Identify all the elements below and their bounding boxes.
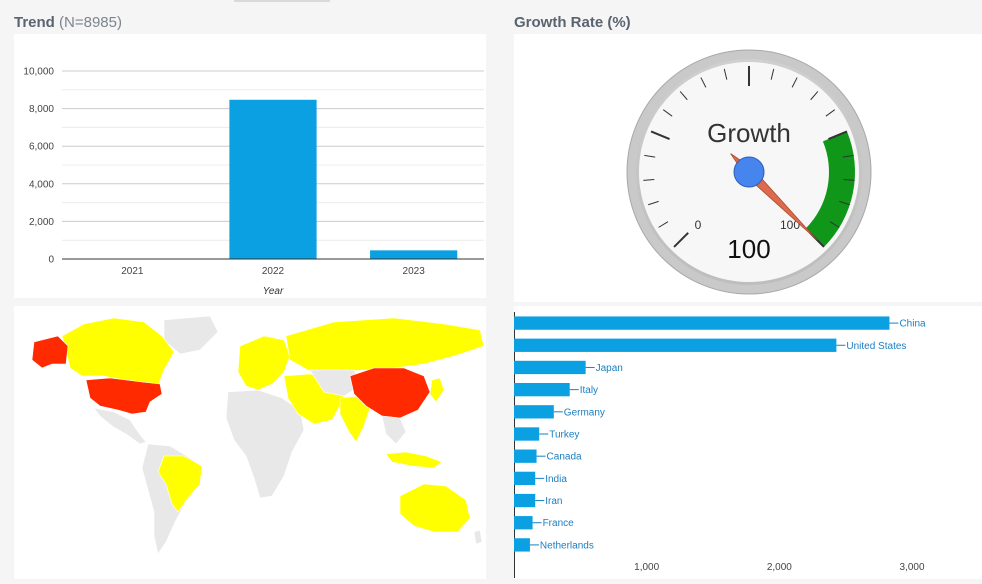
gauge-tick <box>658 221 669 228</box>
map-brazil[interactable] <box>157 455 203 513</box>
gauge-green-zone <box>805 131 855 247</box>
map-china[interactable] <box>349 367 431 419</box>
map-africa[interactable] <box>225 389 305 499</box>
country-bar-label: Japan <box>596 363 623 374</box>
trend-x-tick-label: 2023 <box>403 266 426 277</box>
gauge-tick <box>828 130 848 141</box>
trend-y-tick-label: 0 <box>48 255 54 266</box>
gauge-value: 100 <box>727 234 770 264</box>
trend-x-axis-title: Year <box>263 286 284 297</box>
trend-bar[interactable] <box>229 99 317 259</box>
gauge-tick <box>644 154 656 158</box>
country-bar-label: Iran <box>545 496 562 507</box>
trend-title: Trend <box>14 14 55 31</box>
country-bar-label: Turkey <box>549 430 579 441</box>
country-chart-card: China United States Japan Italy Germany Turke… <box>514 306 982 579</box>
trend-count: (N=8985) <box>59 14 122 31</box>
gauge-tick <box>650 130 670 141</box>
country-bar-label: France <box>543 518 575 529</box>
map-new-zealand[interactable] <box>473 529 483 545</box>
map-russia[interactable] <box>285 317 485 373</box>
country-bar-label: India <box>545 474 567 485</box>
map-united-states[interactable] <box>85 377 163 415</box>
gauge-tick <box>679 91 688 101</box>
gauge-tick <box>648 200 659 206</box>
top-tab-indicator[interactable] <box>234 0 330 2</box>
trend-panel-title: Trend (N=8985) <box>14 14 122 31</box>
map-canada[interactable] <box>61 317 175 387</box>
gauge-tick <box>643 178 655 181</box>
map-europe[interactable] <box>237 335 291 391</box>
country-bar-label: China <box>899 319 926 330</box>
map-southeast-asia[interactable] <box>381 415 407 445</box>
country-bar-label: Netherlands <box>540 540 594 551</box>
gauge-tick <box>791 77 798 88</box>
country-bar[interactable] <box>514 427 540 441</box>
country-bar[interactable] <box>514 316 890 330</box>
country-bar[interactable] <box>514 493 536 508</box>
trend-y-tick-label: 6,000 <box>29 142 54 153</box>
country-bar[interactable] <box>514 405 554 419</box>
trend-y-tick-label: 2,000 <box>29 217 54 228</box>
map-indonesia[interactable] <box>385 451 443 469</box>
map-greenland[interactable] <box>163 315 219 355</box>
gauge-hub <box>733 156 765 188</box>
trend-chart-card: 0 2,000 4,000 6,000 8,000 10,000 2021 2022 2023 Y… <box>14 34 486 298</box>
gauge-tick <box>842 154 854 158</box>
gauge-tick <box>825 109 836 117</box>
country-bar[interactable] <box>514 516 533 530</box>
country-bar[interactable] <box>514 538 530 552</box>
growth-gauge-card: Growth 0 100 100 <box>514 34 982 302</box>
country-bar-label: Canada <box>547 452 582 463</box>
map-alaska[interactable] <box>31 335 69 369</box>
map-central-asia[interactable] <box>309 369 361 397</box>
world-map[interactable] <box>14 306 486 579</box>
country-x-tick-label: 3,000 <box>899 562 924 573</box>
gauge-max-label: 100 <box>780 218 800 232</box>
world-map-card <box>14 306 486 579</box>
country-bar[interactable] <box>514 382 570 397</box>
gauge-label: Growth <box>707 118 791 148</box>
growth-panel-title: Growth Rate (%) <box>514 14 631 31</box>
gauge-tick <box>843 178 855 181</box>
map-japan[interactable] <box>429 377 445 403</box>
trend-x-tick-label: 2022 <box>262 266 285 277</box>
trend-y-tick-label: 4,000 <box>29 179 54 190</box>
gauge-tick <box>810 91 819 101</box>
country-bar-label: United States <box>846 341 906 352</box>
gauge-tick <box>829 221 840 228</box>
gauge-tick <box>770 68 775 80</box>
country-bar-label: Germany <box>564 407 605 418</box>
country-x-tick-label: 1,000 <box>634 562 659 573</box>
trend-bar[interactable] <box>370 250 458 259</box>
trend-y-tick-label: 8,000 <box>29 104 54 115</box>
growth-gauge: Growth 0 100 100 <box>626 49 872 295</box>
gauge-tick <box>700 77 707 88</box>
country-bar-chart: China United States Japan Italy Germany Turke… <box>514 312 926 578</box>
map-mexico[interactable] <box>93 407 147 445</box>
gauge-min-label: 0 <box>695 218 702 232</box>
trend-y-tick-label: 10,000 <box>23 67 54 78</box>
country-bar[interactable] <box>514 338 837 352</box>
country-bar-label: Italy <box>580 385 598 396</box>
country-x-tick-label: 2,000 <box>767 562 792 573</box>
trend-x-tick-label: 2021 <box>121 266 144 277</box>
gauge-tick <box>839 200 850 206</box>
country-bar[interactable] <box>514 360 586 375</box>
gauge-tick <box>673 232 689 248</box>
country-bar[interactable] <box>514 449 537 463</box>
trend-bar-chart: 0 2,000 4,000 6,000 8,000 10,000 2021 2022 2023 Y… <box>23 67 484 297</box>
gauge-tick <box>723 68 728 80</box>
map-australia[interactable] <box>399 483 471 533</box>
gauge-tick <box>662 109 673 117</box>
country-bar[interactable] <box>514 471 536 486</box>
